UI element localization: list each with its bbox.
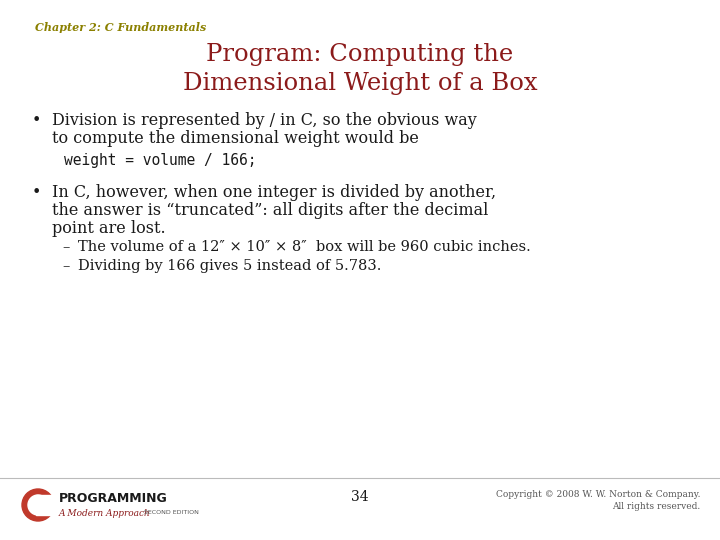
- Text: Program: Computing the: Program: Computing the: [207, 43, 513, 66]
- Text: Dimensional Weight of a Box: Dimensional Weight of a Box: [183, 72, 537, 95]
- Text: to compute the dimensional weight would be: to compute the dimensional weight would …: [52, 130, 419, 147]
- Bar: [36, 495, 56, 515]
- Text: •: •: [32, 184, 41, 201]
- Text: 34: 34: [351, 490, 369, 504]
- Text: point are lost.: point are lost.: [52, 220, 166, 237]
- Text: PROGRAMMING: PROGRAMMING: [59, 491, 168, 504]
- Text: •: •: [32, 112, 41, 129]
- Text: The volume of a 12″ × 10″ × 8″  box will be 960 cubic inches.: The volume of a 12″ × 10″ × 8″ box will …: [78, 240, 531, 254]
- Text: A Modern Approach: A Modern Approach: [59, 509, 150, 517]
- Circle shape: [28, 495, 48, 515]
- Text: weight = volume / 166;: weight = volume / 166;: [64, 153, 256, 168]
- Text: –: –: [62, 240, 69, 254]
- Text: –: –: [62, 259, 69, 273]
- Text: C: C: [32, 500, 39, 510]
- Text: Chapter 2: C Fundamentals: Chapter 2: C Fundamentals: [35, 22, 206, 33]
- Text: the answer is “truncated”: all digits after the decimal: the answer is “truncated”: all digits af…: [52, 202, 488, 219]
- Text: SECOND EDITION: SECOND EDITION: [144, 510, 199, 516]
- Text: In C, however, when one integer is divided by another,: In C, however, when one integer is divid…: [52, 184, 496, 201]
- Text: Dividing by 166 gives 5 instead of 5.783.: Dividing by 166 gives 5 instead of 5.783…: [78, 259, 382, 273]
- Text: Division is represented by / in C, so the obvious way: Division is represented by / in C, so th…: [52, 112, 477, 129]
- Circle shape: [22, 489, 54, 521]
- Text: Copyright © 2008 W. W. Norton & Company.
All rights reserved.: Copyright © 2008 W. W. Norton & Company.…: [495, 490, 700, 511]
